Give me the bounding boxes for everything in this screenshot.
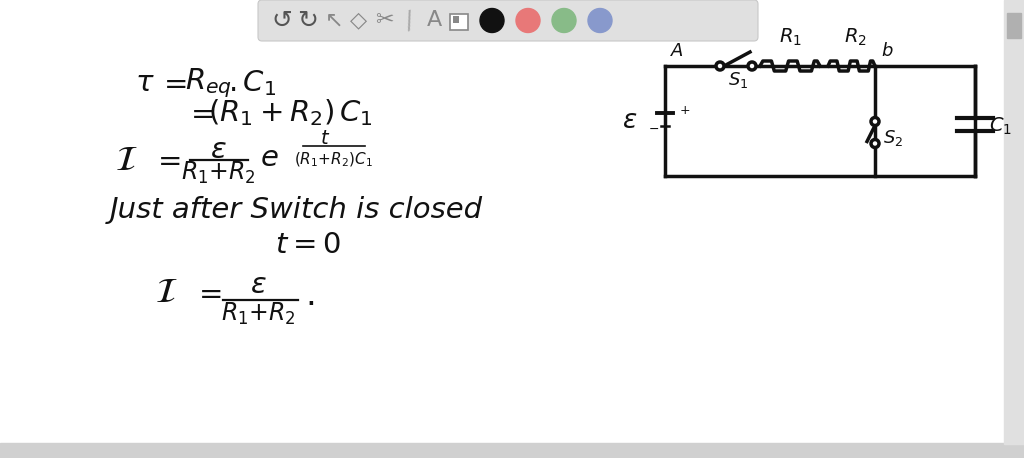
Text: +: + [680, 104, 690, 118]
Text: A: A [426, 11, 441, 31]
Text: ✂: ✂ [375, 11, 393, 31]
Text: Just after Switch is closed: Just after Switch is closed [110, 196, 483, 224]
Text: b: b [881, 42, 892, 60]
Text: $R_1{+}R_2$: $R_1{+}R_2$ [180, 160, 255, 186]
Text: ↖: ↖ [325, 11, 343, 31]
Circle shape [871, 118, 879, 125]
Text: $\varepsilon$: $\varepsilon$ [210, 136, 226, 164]
Text: $(R_1+R_2)\,C_1$: $(R_1+R_2)\,C_1$ [208, 98, 373, 128]
Bar [1007, 13, 1021, 38]
Text: $C_1$: $C_1$ [989, 115, 1012, 136]
Bar [450, 13, 468, 29]
Text: /: / [402, 8, 417, 33]
Text: ◇: ◇ [350, 11, 368, 31]
Text: $e$: $e$ [260, 144, 279, 172]
Bar [1004, 0, 1024, 444]
Text: $S_2$: $S_2$ [883, 127, 903, 147]
FancyBboxPatch shape [258, 0, 758, 41]
Bar [0, 443, 1024, 458]
Text: $R_1$: $R_1$ [778, 27, 802, 48]
Text: $R_1{+}R_2$: $R_1{+}R_2$ [220, 301, 295, 327]
Bar [453, 16, 459, 22]
Text: $(R_1{+}R_2)C_1$: $(R_1{+}R_2)C_1$ [294, 151, 373, 169]
Text: $R_2$: $R_2$ [844, 27, 866, 48]
Circle shape [480, 9, 504, 33]
Text: $.C_1$: $.C_1$ [228, 68, 276, 98]
Bar [0, 37, 1004, 444]
Text: $t=0$: $t=0$ [275, 231, 341, 259]
Text: A: A [671, 42, 683, 60]
Text: $\tau$: $\tau$ [135, 69, 155, 97]
Text: ↻: ↻ [298, 9, 318, 33]
Circle shape [716, 62, 724, 70]
Text: $=$: $=$ [152, 146, 181, 174]
Text: $=$: $=$ [185, 99, 214, 127]
Text: $=$: $=$ [193, 278, 222, 306]
Circle shape [588, 9, 612, 33]
Text: $=$: $=$ [158, 69, 187, 97]
Text: $R_{eq}$: $R_{eq}$ [185, 66, 232, 100]
Circle shape [516, 9, 540, 33]
Circle shape [871, 140, 879, 147]
Text: $t$: $t$ [319, 129, 330, 147]
Text: $\varepsilon$: $\varepsilon$ [250, 271, 266, 299]
Text: $\mathcal{I}$: $\mathcal{I}$ [155, 276, 177, 310]
Circle shape [748, 62, 756, 70]
Text: $\mathcal{I}$: $\mathcal{I}$ [115, 143, 137, 177]
Circle shape [552, 9, 575, 33]
Text: $S_1$: $S_1$ [728, 70, 749, 90]
Text: .: . [305, 279, 315, 312]
Text: $\varepsilon$: $\varepsilon$ [622, 108, 637, 134]
Text: −: − [649, 122, 659, 136]
Text: ↺: ↺ [271, 9, 293, 33]
